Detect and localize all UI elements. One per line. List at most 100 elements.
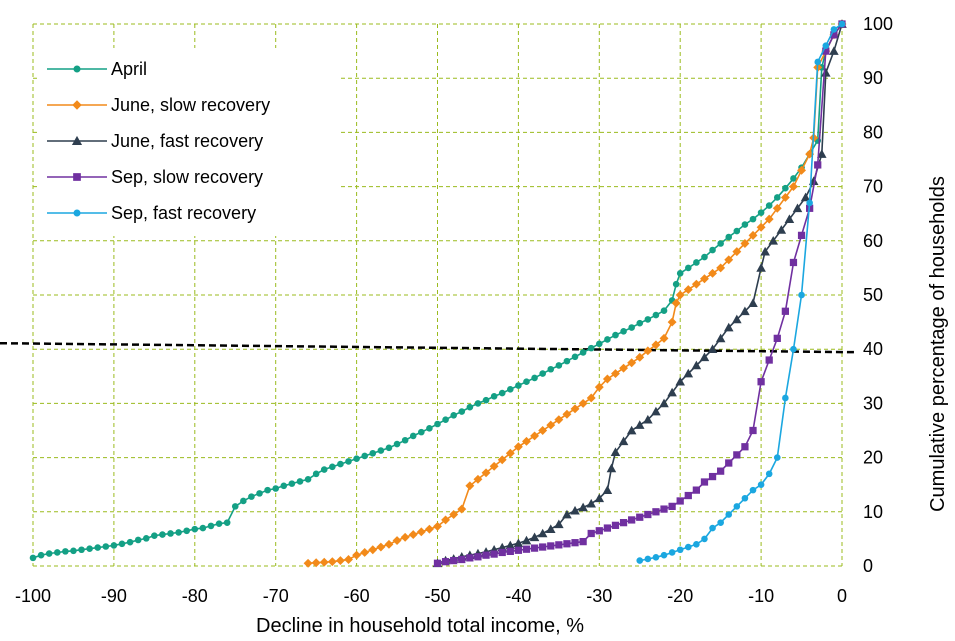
legend-label: June, slow recovery: [111, 95, 270, 115]
data-point: [442, 416, 449, 423]
data-point: [142, 535, 150, 542]
series-1: [303, 19, 847, 568]
data-point: [231, 503, 239, 510]
data-point: [539, 543, 547, 551]
y-tick-label: 10: [863, 502, 883, 522]
data-point: [490, 550, 498, 558]
x-tick-label: -60: [344, 586, 370, 606]
data-point: [329, 463, 336, 471]
data-point: [473, 474, 483, 484]
data-point: [671, 298, 681, 308]
series-0: [29, 20, 846, 562]
data-point: [618, 436, 629, 446]
legend-label: Sep, slow recovery: [111, 167, 263, 187]
data-point: [733, 227, 741, 235]
data-point: [513, 538, 524, 548]
data-point: [667, 387, 677, 397]
data-point: [587, 529, 595, 538]
y-tick-label: 100: [863, 14, 893, 34]
data-point: [562, 509, 572, 519]
data-point: [571, 539, 579, 547]
data-point: [757, 209, 765, 216]
data-point: [433, 559, 442, 567]
data-point: [733, 451, 741, 459]
data-point: [86, 545, 93, 552]
data-point: [481, 468, 491, 478]
data-point: [311, 558, 321, 568]
data-point: [596, 340, 603, 348]
data-point: [547, 542, 555, 550]
series-2: [432, 19, 847, 568]
data-point: [652, 311, 660, 319]
data-point: [571, 353, 579, 361]
data-point: [37, 551, 45, 559]
data-point: [586, 393, 596, 403]
data-point: [256, 490, 263, 497]
data-point: [70, 547, 77, 555]
data-point: [749, 426, 757, 435]
data-point: [725, 511, 733, 518]
legend-item: June, slow recovery: [47, 95, 270, 115]
data-point: [335, 556, 345, 566]
data-point: [725, 233, 733, 241]
data-point: [489, 461, 499, 471]
data-point: [578, 502, 588, 512]
data-point: [636, 319, 644, 327]
data-point: [376, 542, 386, 552]
data-point: [611, 521, 620, 529]
data-point: [586, 498, 596, 508]
data-point: [716, 263, 726, 273]
legend-background: [38, 48, 338, 236]
data-point: [554, 519, 564, 529]
data-point: [709, 246, 716, 254]
reference-line-group: [0, 341, 857, 354]
data-point: [505, 540, 516, 550]
data-point: [441, 515, 451, 525]
data-point: [384, 539, 394, 549]
data-point: [760, 246, 770, 256]
data-point: [474, 400, 482, 407]
data-point: [829, 46, 839, 55]
data-point: [505, 448, 515, 458]
data-point: [781, 307, 789, 315]
data-point: [611, 369, 620, 379]
data-point: [798, 291, 805, 299]
data-point: [498, 548, 506, 557]
data-point: [199, 524, 207, 532]
data-point: [570, 404, 580, 414]
data-point: [684, 264, 692, 272]
data-point: [458, 555, 466, 564]
series-group: [29, 19, 847, 568]
legend-label: Sep, fast recovery: [111, 203, 256, 223]
data-point: [776, 225, 787, 234]
data-point: [562, 409, 572, 419]
data-point: [691, 360, 702, 370]
data-point: [782, 184, 789, 192]
data-point: [604, 336, 611, 343]
data-point: [676, 546, 684, 554]
data-point: [668, 549, 676, 556]
data-point: [756, 222, 766, 232]
data-point: [757, 481, 765, 489]
data-point: [303, 558, 313, 568]
data-point: [822, 42, 830, 49]
data-point: [515, 382, 522, 389]
data-point: [757, 378, 765, 386]
data-point: [619, 363, 629, 373]
data-point: [756, 263, 766, 272]
data-point: [531, 374, 538, 382]
data-point: [393, 440, 401, 448]
data-point: [126, 538, 134, 546]
data-point: [352, 550, 362, 560]
data-point: [644, 555, 652, 563]
data-point: [191, 525, 199, 533]
data-point: [660, 505, 668, 513]
data-point: [797, 165, 807, 175]
data-point: [797, 231, 806, 240]
data-point: [215, 520, 223, 528]
data-point: [102, 543, 110, 550]
data-point: [465, 481, 475, 491]
data-point: [652, 508, 660, 516]
data-point: [651, 406, 661, 416]
data-point: [659, 398, 669, 408]
